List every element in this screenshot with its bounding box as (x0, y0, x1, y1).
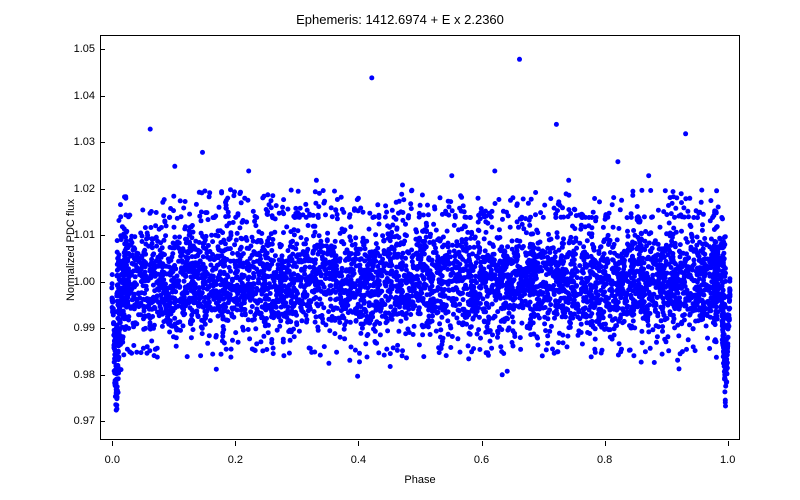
ytick-label: 1.02 (55, 183, 95, 195)
x-axis-label: Phase (100, 474, 740, 486)
ytick-mark (100, 49, 105, 50)
xtick-mark (605, 441, 606, 446)
xtick-mark (482, 441, 483, 446)
xtick-label: 0.0 (105, 454, 120, 466)
ytick-label: 1.00 (55, 276, 95, 288)
xtick-mark (112, 441, 113, 446)
xtick-label: 0.2 (228, 454, 243, 466)
ytick-mark (100, 282, 105, 283)
ytick-label: 1.01 (55, 229, 95, 241)
ytick-mark (100, 421, 105, 422)
ytick-label: 0.97 (55, 415, 95, 427)
ytick-mark (100, 189, 105, 190)
ytick-mark (100, 96, 105, 97)
ytick-label: 1.04 (55, 90, 95, 102)
ytick-label: 1.03 (55, 136, 95, 148)
ytick-label: 0.99 (55, 322, 95, 334)
xtick-mark (358, 441, 359, 446)
xtick-label: 0.6 (474, 454, 489, 466)
scatter-points (101, 36, 741, 441)
scatter-chart: Ephemeris: 1412.6974 + E x 2.2360 Normal… (0, 0, 800, 500)
ytick-mark (100, 142, 105, 143)
chart-title: Ephemeris: 1412.6974 + E x 2.2360 (0, 12, 800, 27)
xtick-label: 0.8 (597, 454, 612, 466)
xtick-mark (235, 441, 236, 446)
xtick-label: 1.0 (720, 454, 735, 466)
ytick-mark (100, 328, 105, 329)
ytick-label: 1.05 (55, 43, 95, 55)
ytick-label: 0.98 (55, 369, 95, 381)
ytick-mark (100, 375, 105, 376)
plot-area (100, 35, 740, 440)
ytick-mark (100, 235, 105, 236)
xtick-mark (728, 441, 729, 446)
xtick-label: 0.4 (351, 454, 366, 466)
